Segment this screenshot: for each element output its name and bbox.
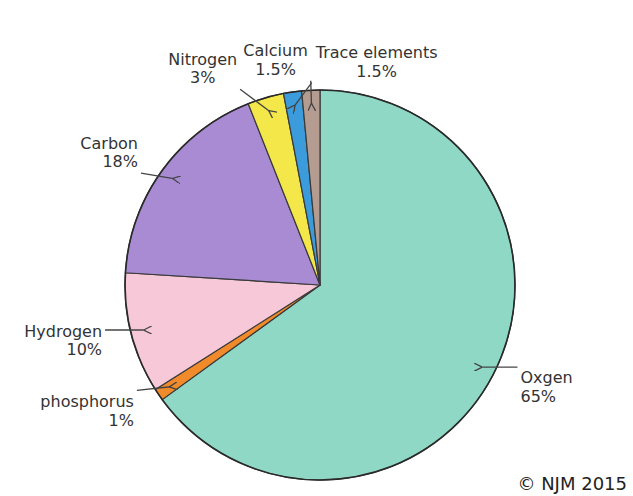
background [0,0,633,496]
pie-slice [125,273,320,390]
data-label: 1.5% [356,62,397,81]
category-label: Calcium [243,41,307,60]
data-label: 65% [520,387,556,406]
category-label: Oxgen [520,368,572,387]
labels: Oxgen65% phosphorus1% Hydrogen10% Carbon18%… [24,41,572,430]
category-label: Hydrogen [24,322,102,341]
slice-label: Nitrogen3% [168,50,237,87]
data-label: 3% [190,68,215,87]
chart-container: Oxgen65% phosphorus1% Hydrogen10% Carbon18%… [0,0,633,496]
data-label: 10% [67,340,103,359]
chart-svg: Oxgen65% phosphorus1% Hydrogen10% Carbon18%… [0,0,633,496]
leaders [105,81,517,391]
slice-label: phosphorus1% [40,392,134,429]
slices [125,90,515,480]
pie-outline [125,90,515,480]
leader-line [481,367,517,368]
slice-label: Hydrogen10% [24,322,102,359]
pie-slice [302,90,320,285]
slice-label: Carbon18% [80,134,138,171]
data-label: 1% [109,411,134,430]
pie-slice [283,91,320,285]
slice-label: Trace elements1.5% [315,43,438,80]
leader-line [294,83,311,106]
category-label: phosphorus [40,392,134,411]
leader-line [105,329,145,330]
data-label: 18% [102,152,138,171]
leader-line [137,387,170,391]
category-label: Nitrogen [168,50,237,69]
slice-label: Oxgen65% [520,368,572,405]
category-label: Carbon [80,134,138,153]
leader-line [141,173,174,178]
leader-line [240,89,269,111]
annotation: © NJM 2015 [517,473,627,494]
slice-label: Calcium1.5% [243,41,307,78]
data-label: 1.5% [255,60,296,79]
category-label: Trace elements [315,43,438,62]
leader-line [310,81,312,105]
